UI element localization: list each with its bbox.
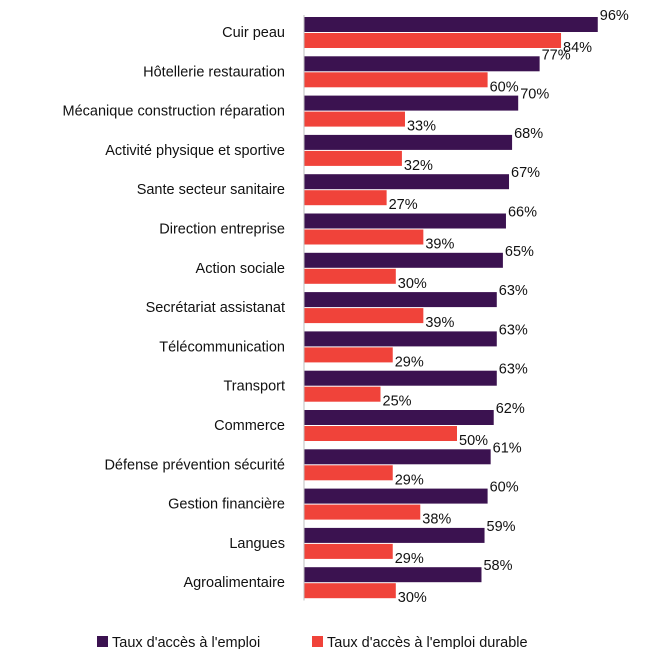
- value-label-employment-access-hotellerie-restauration: 77%: [542, 47, 571, 63]
- value-label-employment-access-transport: 63%: [499, 362, 528, 378]
- category-label-commerce: Commerce: [214, 418, 285, 434]
- bar-durable-employment-access-action-sociale: [304, 268, 396, 284]
- bar-employment-access-telecommunication: [304, 331, 497, 347]
- value-label-employment-access-telecommunication: 63%: [499, 322, 528, 338]
- bar-employment-access-hotellerie-restauration: [304, 56, 540, 72]
- bars-group: [304, 17, 598, 599]
- category-label-mecanique-construction-reparation: Mécanique construction réparation: [63, 104, 285, 120]
- bar-durable-employment-access-mecanique-construction-reparation: [304, 111, 405, 127]
- bar-durable-employment-access-secretariat-assistanat: [304, 308, 424, 324]
- bar-durable-employment-access-direction-entreprise: [304, 229, 424, 245]
- value-label-durable-employment-access-defense-prevention-securite: 29%: [395, 472, 424, 488]
- legend-label-durable-employment-access: Taux d'accès à l'emploi durable: [327, 635, 528, 649]
- bar-employment-access-activite-physique-et-sportive: [304, 134, 513, 150]
- value-label-employment-access-direction-entreprise: 66%: [508, 205, 537, 221]
- category-label-cuir-peau: Cuir peau: [222, 25, 285, 41]
- category-label-telecommunication: Télécommunication: [159, 339, 285, 355]
- value-label-employment-access-defense-prevention-securite: 61%: [493, 440, 522, 456]
- bar-durable-employment-access-gestion-financiere: [304, 504, 421, 520]
- bar-durable-employment-access-langues: [304, 543, 393, 559]
- value-label-durable-employment-access-hotellerie-restauration: 60%: [490, 79, 519, 95]
- bar-durable-employment-access-activite-physique-et-sportive: [304, 150, 402, 166]
- category-label-direction-entreprise: Direction entreprise: [159, 222, 285, 238]
- bar-durable-employment-access-hotellerie-restauration: [304, 72, 488, 88]
- bar-durable-employment-access-telecommunication: [304, 347, 393, 363]
- bar-durable-employment-access-agroalimentaire: [304, 583, 396, 599]
- bar-employment-access-mecanique-construction-reparation: [304, 95, 519, 111]
- bar-employment-access-action-sociale: [304, 252, 503, 268]
- value-label-employment-access-action-sociale: 65%: [505, 244, 534, 260]
- value-label-durable-employment-access-sante-secteur-sanitaire: 27%: [389, 197, 418, 213]
- bar-employment-access-secretariat-assistanat: [304, 292, 497, 308]
- value-label-durable-employment-access-commerce: 50%: [459, 433, 488, 449]
- value-label-employment-access-secretariat-assistanat: 63%: [499, 283, 528, 299]
- value-label-durable-employment-access-agroalimentaire: 30%: [398, 590, 427, 606]
- bar-employment-access-defense-prevention-securite: [304, 449, 491, 465]
- value-label-durable-employment-access-activite-physique-et-sportive: 32%: [404, 158, 433, 174]
- bar-employment-access-gestion-financiere: [304, 488, 488, 504]
- labels-group: Cuir peau 96% 84% Hôtellerie restauration 77…: [63, 8, 629, 606]
- category-label-hotellerie-restauration: Hôtellerie restauration: [143, 64, 285, 80]
- bar-employment-access-direction-entreprise: [304, 213, 506, 229]
- bar-employment-access-langues: [304, 527, 485, 543]
- category-label-activite-physique-et-sportive: Activité physique et sportive: [105, 143, 285, 159]
- bar-durable-employment-access-transport: [304, 386, 381, 402]
- value-label-employment-access-activite-physique-et-sportive: 68%: [514, 126, 543, 142]
- legend: Taux d'accès à l'emploi Taux d'accès à l…: [97, 635, 528, 649]
- value-label-durable-employment-access-action-sociale: 30%: [398, 276, 427, 292]
- legend-swatch-employment-access: [97, 636, 108, 647]
- value-label-durable-employment-access-telecommunication: 29%: [395, 354, 424, 370]
- category-label-action-sociale: Action sociale: [196, 261, 285, 277]
- value-label-employment-access-mecanique-construction-reparation: 70%: [520, 87, 549, 103]
- bar-durable-employment-access-sante-secteur-sanitaire: [304, 190, 387, 206]
- category-label-transport: Transport: [223, 379, 285, 395]
- category-label-langues: Langues: [229, 536, 285, 552]
- value-label-employment-access-commerce: 62%: [496, 401, 525, 417]
- value-label-durable-employment-access-direction-entreprise: 39%: [425, 237, 454, 253]
- category-label-sante-secteur-sanitaire: Sante secteur sanitaire: [137, 182, 285, 198]
- value-label-employment-access-cuir-peau: 96%: [600, 8, 629, 24]
- value-label-employment-access-gestion-financiere: 60%: [490, 480, 519, 496]
- value-label-durable-employment-access-mecanique-construction-reparation: 33%: [407, 119, 436, 135]
- bar-employment-access-cuir-peau: [304, 17, 598, 32]
- value-label-employment-access-sante-secteur-sanitaire: 67%: [511, 165, 540, 181]
- value-label-durable-employment-access-gestion-financiere: 38%: [422, 512, 451, 528]
- bar-employment-access-commerce: [304, 410, 494, 425]
- value-label-durable-employment-access-langues: 29%: [395, 551, 424, 567]
- bar-employment-access-sante-secteur-sanitaire: [304, 174, 510, 190]
- value-label-durable-employment-access-transport: 25%: [383, 394, 412, 410]
- legend-swatch-durable-employment-access: [312, 636, 323, 647]
- category-label-agroalimentaire: Agroalimentaire: [183, 575, 285, 591]
- bar-durable-employment-access-defense-prevention-securite: [304, 465, 393, 481]
- category-label-gestion-financiere: Gestion financière: [168, 497, 285, 513]
- bar-employment-access-agroalimentaire: [304, 567, 482, 583]
- legend-label-employment-access: Taux d'accès à l'emploi: [112, 635, 260, 649]
- value-label-employment-access-langues: 59%: [487, 519, 516, 535]
- value-label-employment-access-agroalimentaire: 58%: [483, 558, 512, 574]
- value-label-durable-employment-access-cuir-peau: 84%: [563, 40, 592, 56]
- bar-durable-employment-access-cuir-peau: [304, 33, 562, 48]
- value-label-durable-employment-access-secretariat-assistanat: 39%: [425, 315, 454, 331]
- bar-employment-access-transport: [304, 370, 497, 386]
- category-label-secretariat-assistanat: Secrétariat assistanat: [146, 300, 285, 316]
- category-label-defense-prevention-securite: Défense prévention sécurité: [104, 457, 285, 473]
- bar-durable-employment-access-commerce: [304, 426, 457, 441]
